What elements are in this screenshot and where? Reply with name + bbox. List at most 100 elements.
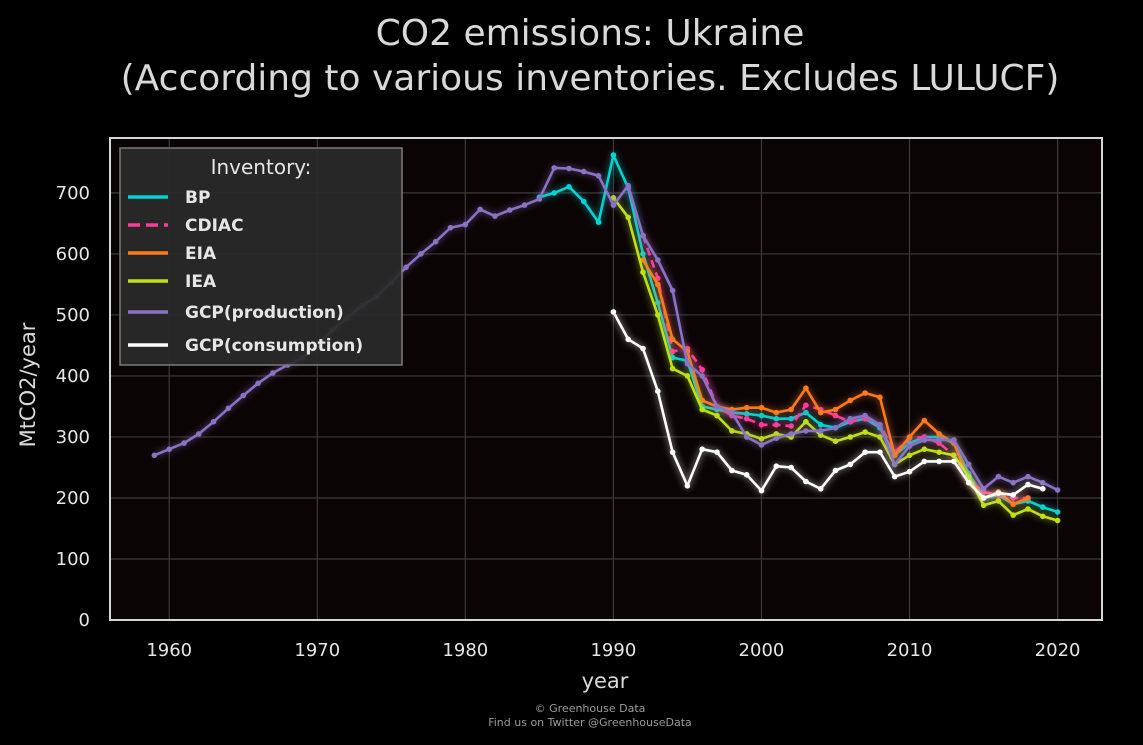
data-point — [1010, 512, 1016, 518]
data-point — [936, 449, 942, 456]
data-point — [447, 224, 454, 231]
data-point — [551, 165, 557, 171]
data-point — [847, 434, 854, 440]
data-point — [832, 412, 839, 419]
y-axis-label: MtCO2/year — [16, 322, 40, 447]
data-point — [181, 440, 187, 446]
data-point — [921, 417, 928, 424]
data-point — [877, 449, 883, 456]
data-point — [477, 206, 483, 213]
data-point — [729, 409, 735, 416]
data-point — [803, 418, 809, 425]
data-point — [995, 490, 1002, 496]
data-point — [240, 392, 247, 399]
data-point — [1025, 481, 1031, 488]
data-point — [862, 390, 868, 396]
x-tick-2000: 2000 — [739, 640, 785, 661]
data-point — [1054, 487, 1061, 493]
data-point — [788, 406, 794, 413]
data-point — [921, 446, 928, 453]
data-point — [684, 483, 691, 489]
data-point — [225, 405, 232, 412]
data-point — [625, 182, 631, 189]
y-tick-700: 700 — [56, 183, 90, 204]
legend-label-4: GCP(production) — [185, 303, 344, 323]
data-point — [595, 173, 602, 179]
data-point — [817, 428, 824, 434]
data-point — [862, 412, 868, 419]
data-point — [965, 461, 972, 468]
data-point — [625, 336, 631, 343]
data-point — [743, 434, 750, 440]
data-point — [758, 412, 765, 419]
data-point — [773, 409, 780, 416]
y-tick-400: 400 — [56, 366, 90, 387]
data-point — [669, 287, 676, 294]
data-point — [832, 438, 839, 445]
data-point — [729, 467, 735, 474]
y-tick-100: 100 — [56, 549, 90, 570]
data-point — [595, 219, 602, 225]
data-point — [862, 449, 868, 456]
data-point — [936, 431, 942, 437]
data-point — [714, 403, 720, 410]
y-tick-600: 600 — [56, 244, 90, 265]
data-point — [862, 429, 868, 435]
data-point — [655, 281, 661, 288]
data-point — [669, 449, 676, 456]
x-tick-1960: 1960 — [146, 640, 192, 661]
data-point — [684, 373, 691, 379]
data-point — [566, 165, 572, 172]
data-point — [951, 452, 957, 459]
data-point — [965, 479, 972, 486]
credit-line1: © Greenhouse Data — [535, 702, 646, 715]
data-point — [699, 373, 705, 379]
legend: Inventory: BP CDIAC EIA IEA GCP(production) G… — [119, 147, 403, 366]
data-point — [699, 406, 705, 413]
x-tick-1990: 1990 — [590, 640, 636, 661]
data-point — [655, 257, 661, 263]
data-point — [625, 214, 631, 221]
data-point — [1054, 509, 1061, 515]
data-point — [743, 472, 750, 478]
data-point — [891, 461, 898, 468]
data-point — [788, 431, 794, 437]
data-point — [684, 360, 691, 367]
data-point — [270, 370, 276, 376]
legend-label-2: EIA — [185, 244, 217, 264]
data-point — [906, 452, 913, 459]
data-point — [817, 422, 824, 428]
data-point — [1040, 513, 1046, 520]
data-point — [788, 423, 794, 429]
x-tick-1970: 1970 — [294, 640, 340, 661]
data-point — [980, 502, 987, 509]
data-point — [640, 345, 646, 352]
data-point — [640, 232, 646, 239]
legend-title: Inventory: — [211, 155, 312, 179]
y-axis-ticks: 0 100 200 300 400 500 600 700 — [56, 183, 90, 631]
legend-label-1: CDIAC — [185, 216, 244, 236]
data-point — [403, 264, 409, 271]
data-point — [1025, 506, 1031, 512]
series-3 — [610, 195, 1061, 524]
data-point — [847, 415, 854, 422]
data-point — [980, 486, 987, 492]
data-point — [714, 449, 720, 456]
data-point — [566, 184, 572, 190]
data-point — [803, 428, 809, 434]
data-point — [995, 473, 1002, 480]
data-point — [166, 446, 172, 453]
data-point — [832, 425, 839, 431]
data-point — [847, 461, 854, 468]
data-point — [669, 336, 676, 343]
data-point — [847, 397, 854, 404]
data-point — [891, 473, 898, 480]
data-point — [1054, 517, 1061, 524]
data-point — [773, 463, 780, 470]
plot-frame — [109, 137, 1103, 621]
data-point — [877, 394, 883, 401]
data-point — [1040, 479, 1046, 486]
data-point — [817, 486, 824, 492]
data-point — [1010, 479, 1016, 486]
data-point — [729, 428, 735, 434]
